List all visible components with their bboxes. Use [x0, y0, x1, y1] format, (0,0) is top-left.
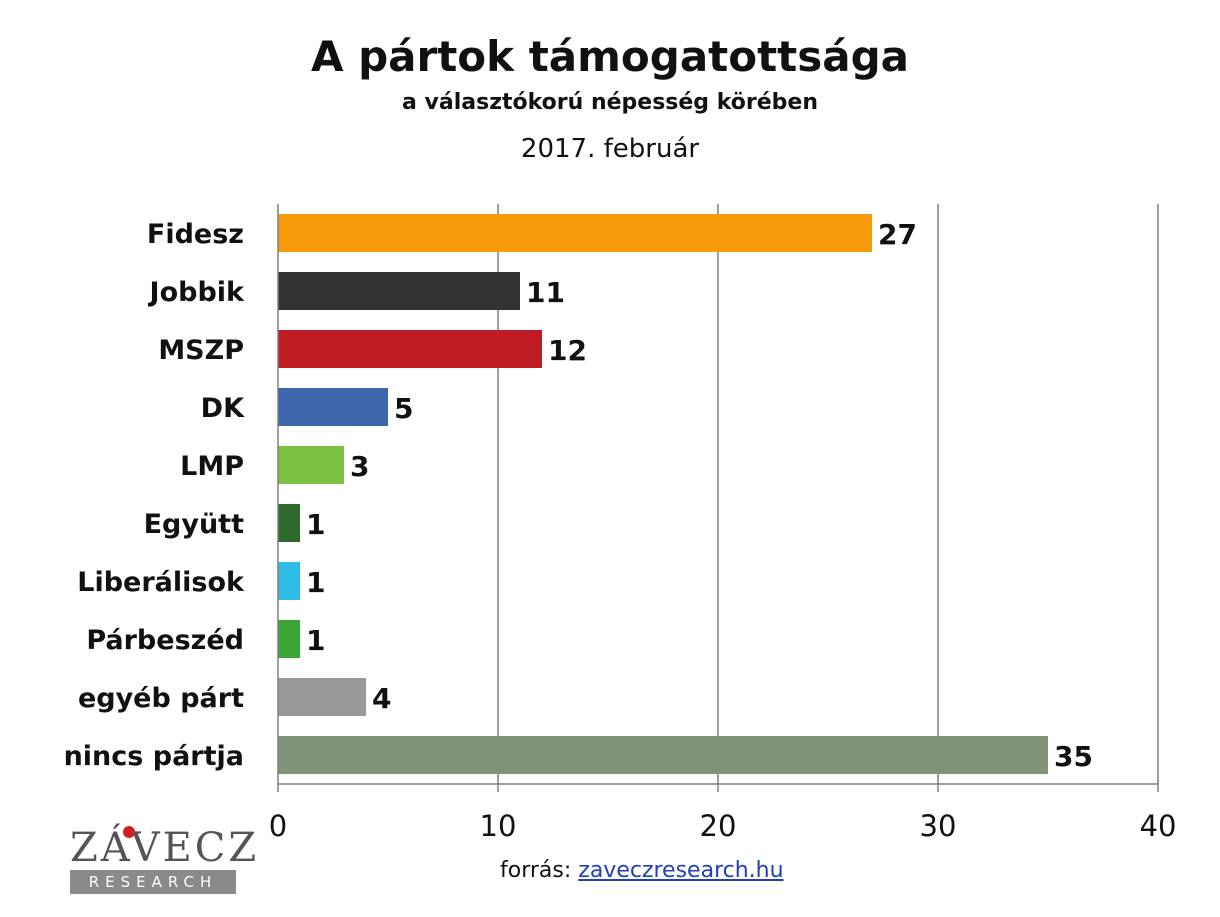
category-label: egyéb párt [78, 683, 244, 714]
bar [278, 330, 542, 368]
chart-title: A pártok támogatottsága [310, 32, 909, 81]
category-label: Párbeszéd [86, 625, 244, 656]
x-tick-label: 30 [920, 809, 957, 843]
bar [278, 214, 872, 252]
data-label: 12 [548, 334, 587, 367]
logo-wordmark: ZÁVECZ [70, 825, 260, 871]
data-label: 5 [394, 392, 413, 425]
bar [278, 736, 1048, 774]
logo-red-dot [123, 826, 135, 838]
category-label: MSZP [158, 335, 244, 366]
x-tick-label: 20 [700, 809, 737, 843]
data-label: 11 [526, 276, 565, 309]
category-label: Fidesz [147, 219, 244, 250]
category-label: Liberálisok [77, 567, 245, 598]
category-label: nincs pártja [64, 741, 244, 772]
x-tick-label: 40 [1140, 809, 1177, 843]
data-label: 3 [350, 450, 369, 483]
category-label: Jobbik [148, 277, 246, 308]
category-label: LMP [180, 451, 244, 482]
bar [278, 504, 300, 542]
source-label: forrás: [500, 858, 572, 883]
logo-band: RESEARCH [70, 870, 236, 894]
chart-subtitle: a választókorú népesség körében [402, 90, 818, 115]
data-label: 35 [1054, 740, 1093, 773]
bar [278, 620, 300, 658]
data-label: 1 [306, 508, 325, 541]
category-label: DK [201, 393, 245, 424]
source-link[interactable]: zaveczresearch.hu [578, 858, 784, 883]
x-tick-label: 10 [480, 809, 517, 843]
bar [278, 562, 300, 600]
chart-date: 2017. február [520, 134, 700, 164]
data-label: 1 [306, 566, 325, 599]
x-tick-label: 0 [269, 809, 287, 843]
category-label: Együtt [144, 509, 244, 540]
source-line: forrás: zaveczresearch.hu [500, 858, 784, 883]
bar [278, 446, 344, 484]
data-label: 1 [306, 624, 325, 657]
bar [278, 388, 388, 426]
bar [278, 272, 520, 310]
data-label: 4 [372, 682, 391, 715]
zavecz-logo: ZÁVECZ RESEARCH [70, 825, 260, 894]
data-label: 27 [878, 218, 917, 251]
bar [278, 678, 366, 716]
